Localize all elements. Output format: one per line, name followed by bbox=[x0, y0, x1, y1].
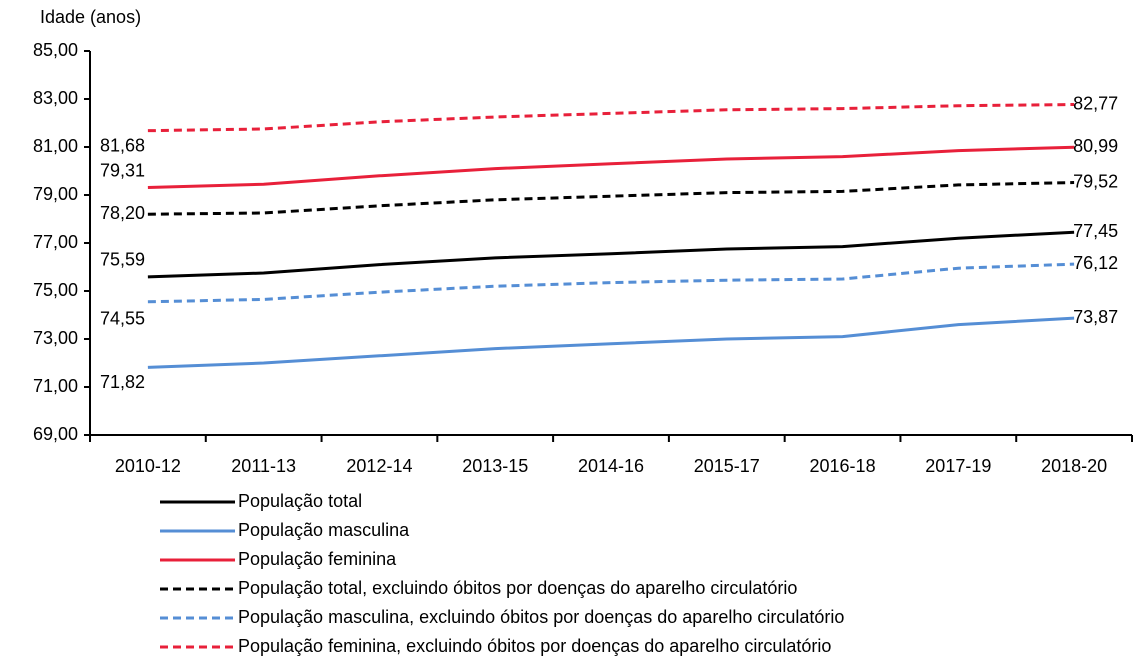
data-label: 75,59 bbox=[100, 250, 145, 270]
series-line bbox=[147, 145, 1075, 190]
y-tick-label: 71,00 bbox=[33, 376, 78, 396]
legend-label: População total bbox=[238, 491, 362, 511]
data-label: 73,87 bbox=[1073, 307, 1118, 327]
y-axis-label: Idade (anos) bbox=[40, 7, 141, 27]
legend-label: População masculina bbox=[238, 520, 410, 540]
y-tick-label: 81,00 bbox=[33, 136, 78, 156]
y-tick-label: 83,00 bbox=[33, 88, 78, 108]
y-tick-label: 73,00 bbox=[33, 328, 78, 348]
x-tick-label: 2017-19 bbox=[925, 456, 991, 476]
data-label: 77,45 bbox=[1073, 221, 1118, 241]
data-label: 71,82 bbox=[100, 372, 145, 392]
legend-label: População masculina, excluindo óbitos po… bbox=[238, 607, 844, 627]
data-label: 79,52 bbox=[1073, 171, 1118, 191]
x-tick-label: 2015-17 bbox=[694, 456, 760, 476]
x-tick-label: 2013-15 bbox=[462, 456, 528, 476]
x-tick-label: 2018-20 bbox=[1041, 456, 1107, 476]
legend-label: População feminina bbox=[238, 549, 397, 569]
x-tick-label: 2012-14 bbox=[346, 456, 412, 476]
x-tick-label: 2010-12 bbox=[115, 456, 181, 476]
data-label: 82,77 bbox=[1073, 93, 1118, 113]
series-line bbox=[147, 262, 1075, 304]
data-label: 81,68 bbox=[100, 135, 145, 155]
y-tick-label: 85,00 bbox=[33, 40, 78, 60]
series-line bbox=[147, 103, 1075, 133]
series-line bbox=[147, 230, 1075, 279]
y-tick-label: 69,00 bbox=[33, 424, 78, 444]
legend-label: População total, excluindo óbitos por do… bbox=[238, 578, 797, 598]
data-label: 74,55 bbox=[100, 309, 145, 329]
data-label: 78,20 bbox=[100, 203, 145, 223]
series-line bbox=[147, 181, 1075, 216]
data-label: 79,31 bbox=[100, 160, 145, 180]
x-tick-label: 2016-18 bbox=[810, 456, 876, 476]
y-tick-label: 77,00 bbox=[33, 232, 78, 252]
legend-label: População feminina, excluindo óbitos por… bbox=[238, 636, 831, 656]
x-tick-label: 2014-16 bbox=[578, 456, 644, 476]
y-tick-label: 75,00 bbox=[33, 280, 78, 300]
data-label: 76,12 bbox=[1073, 253, 1118, 273]
series-line bbox=[147, 316, 1075, 369]
x-tick-label: 2011-13 bbox=[231, 456, 296, 476]
data-label: 80,99 bbox=[1073, 136, 1118, 156]
y-tick-label: 79,00 bbox=[33, 184, 78, 204]
